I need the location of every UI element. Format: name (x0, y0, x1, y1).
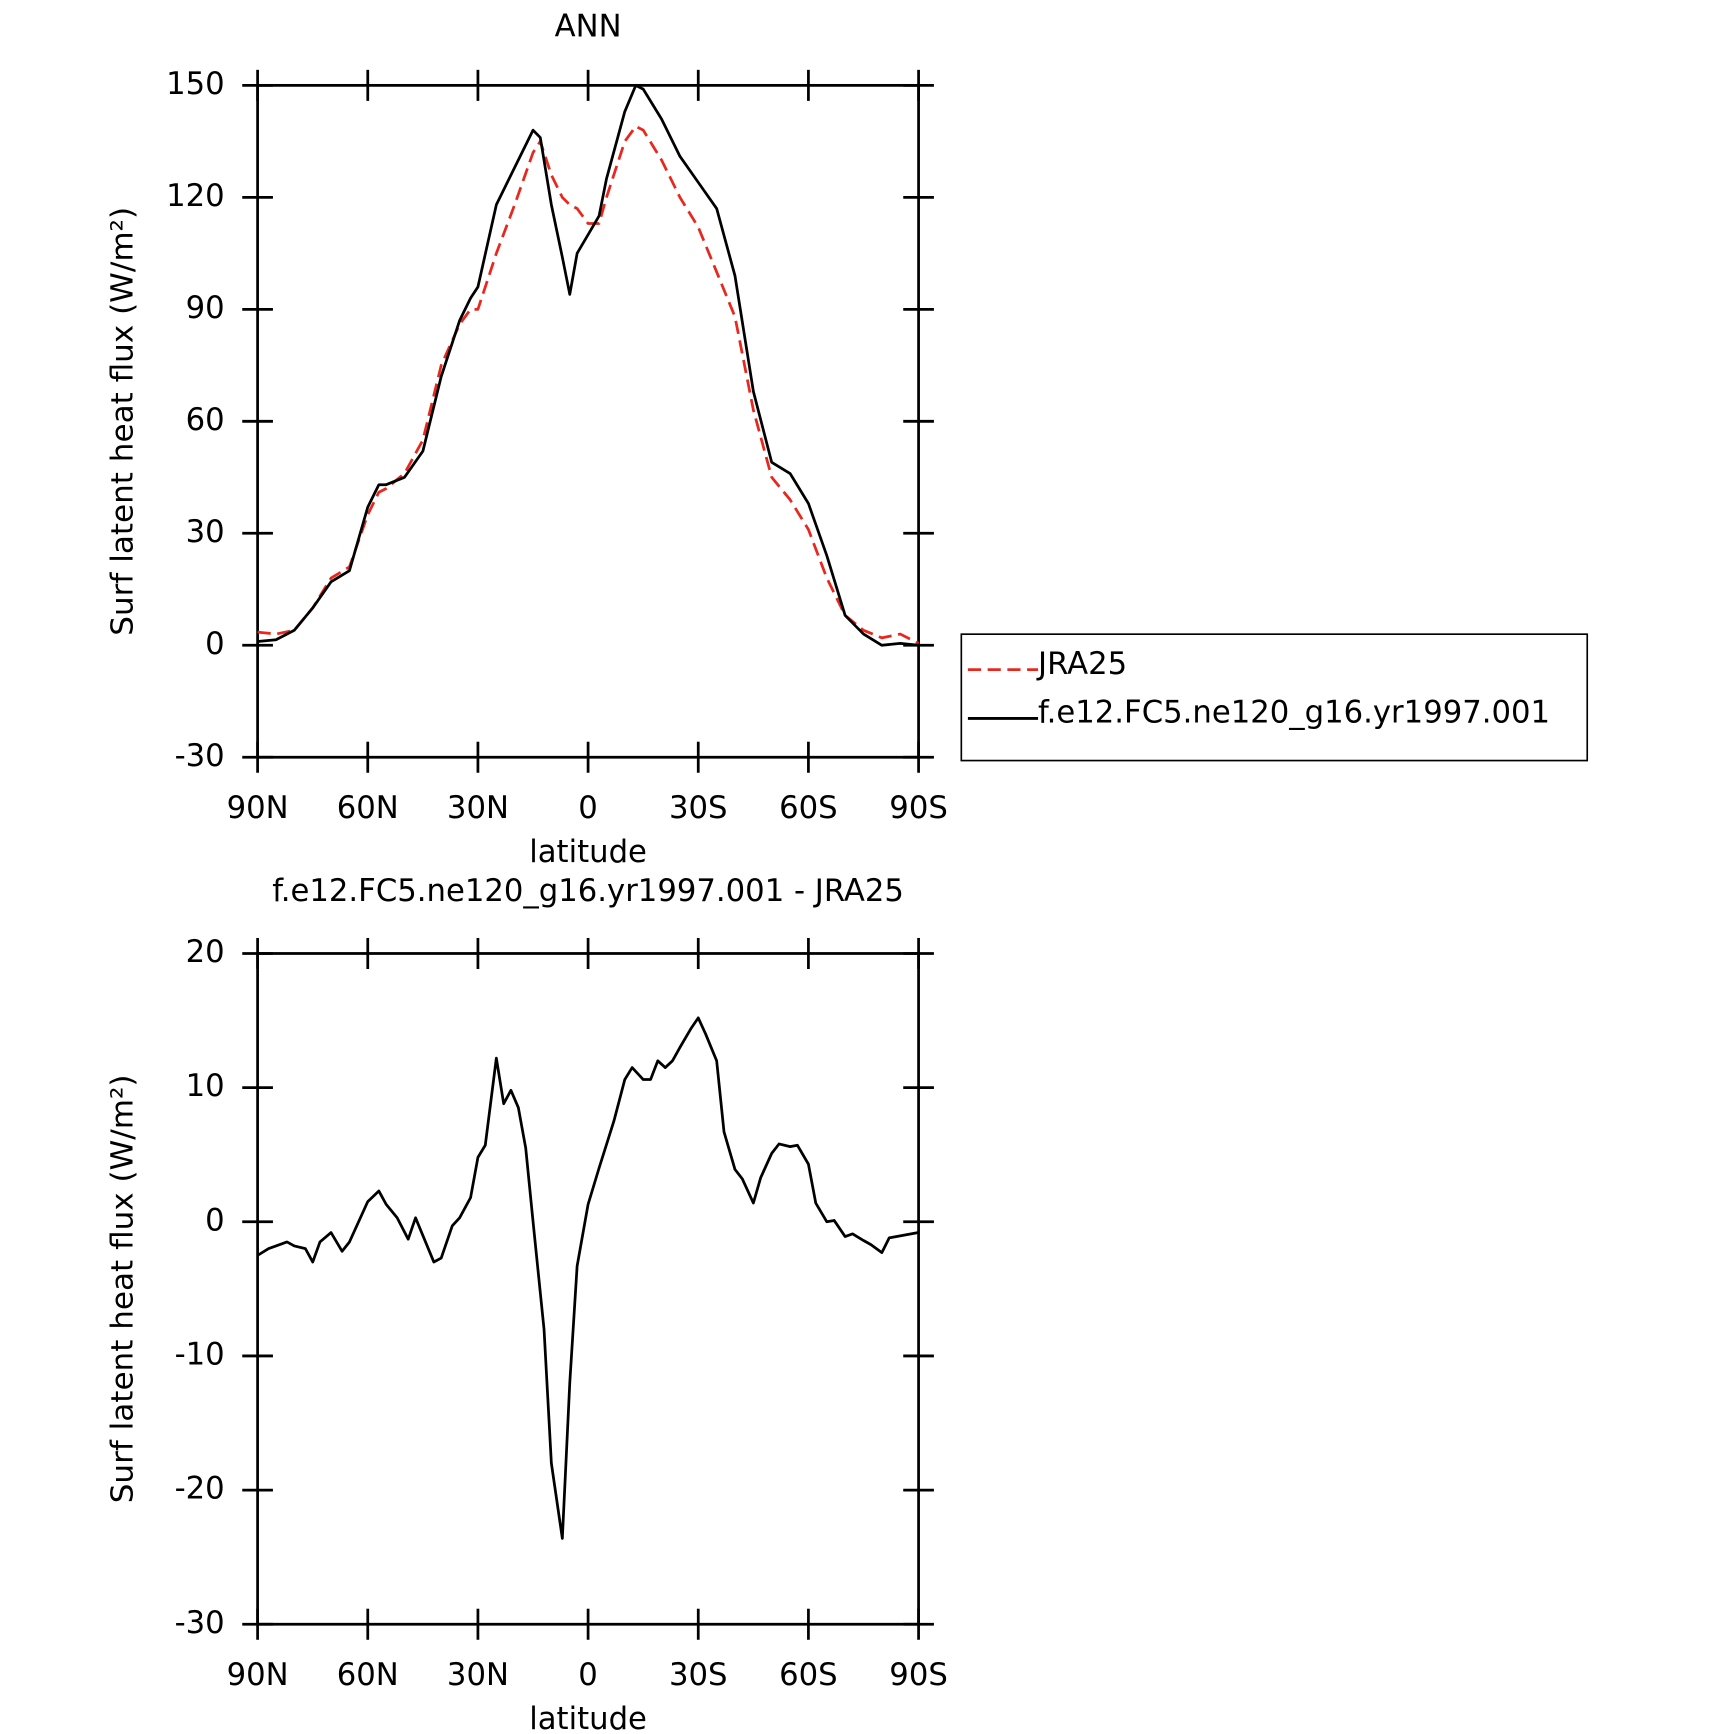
y-tick-label: 60 (186, 402, 225, 438)
x-tick-label: 90N (227, 790, 289, 826)
plot-frame (256, 83, 920, 759)
legend-label: JRA25 (1036, 646, 1127, 682)
chart-title: ANN (555, 8, 622, 44)
y-axis-label: Surf latent heat flux (W/m²) (104, 207, 140, 636)
x-tick-label: 30N (447, 1657, 509, 1693)
legend-label: f.e12.FC5.ne120_g16.yr1997.001 (1038, 694, 1550, 730)
y-tick-label: 30 (186, 514, 225, 550)
legend-box (960, 633, 1589, 762)
plot-frame (256, 952, 920, 1626)
x-axis-label: latitude (529, 1701, 647, 1734)
x-tick-label: 0 (578, 1657, 598, 1693)
x-tick-label: 60S (779, 1657, 838, 1693)
y-tick-label: -10 (175, 1336, 225, 1372)
x-tick-label: 60N (337, 790, 399, 826)
y-tick-label: 0 (205, 1202, 225, 1238)
y-tick-label: 20 (186, 934, 225, 970)
x-tick-label: 60N (337, 1657, 399, 1693)
x-tick-label: 30S (669, 1657, 728, 1693)
x-tick-label: 60S (779, 790, 838, 826)
legend: JRA25 f.e12.FC5.ne120_g16.yr1997.001 (960, 633, 1589, 762)
y-tick-label: 0 (205, 626, 225, 662)
y-tick-label: 120 (166, 178, 225, 214)
x-tick-label: 30N (447, 790, 509, 826)
x-tick-label: 90S (889, 1657, 948, 1693)
y-tick-label: 150 (166, 66, 225, 102)
data-line (257, 125, 920, 645)
y-tick-label: 90 (186, 290, 225, 326)
y-axis-label: Surf latent heat flux (W/m²) (104, 1074, 140, 1503)
y-tick-label: -30 (175, 1605, 225, 1641)
chart-title: f.e12.FC5.ne120_g16.yr1997.001 - JRA25 (272, 873, 904, 909)
y-tick-label: -20 (175, 1470, 225, 1506)
x-tick-label: 30S (669, 790, 728, 826)
x-tick-label: 90N (227, 1657, 289, 1693)
data-line (256, 1016, 919, 1540)
x-axis-label: latitude (529, 834, 647, 870)
data-line (257, 83, 919, 647)
x-tick-label: 90S (889, 790, 948, 826)
y-tick-label: 10 (186, 1068, 225, 1104)
x-tick-label: 0 (578, 790, 598, 826)
y-tick-label: -30 (175, 738, 225, 774)
